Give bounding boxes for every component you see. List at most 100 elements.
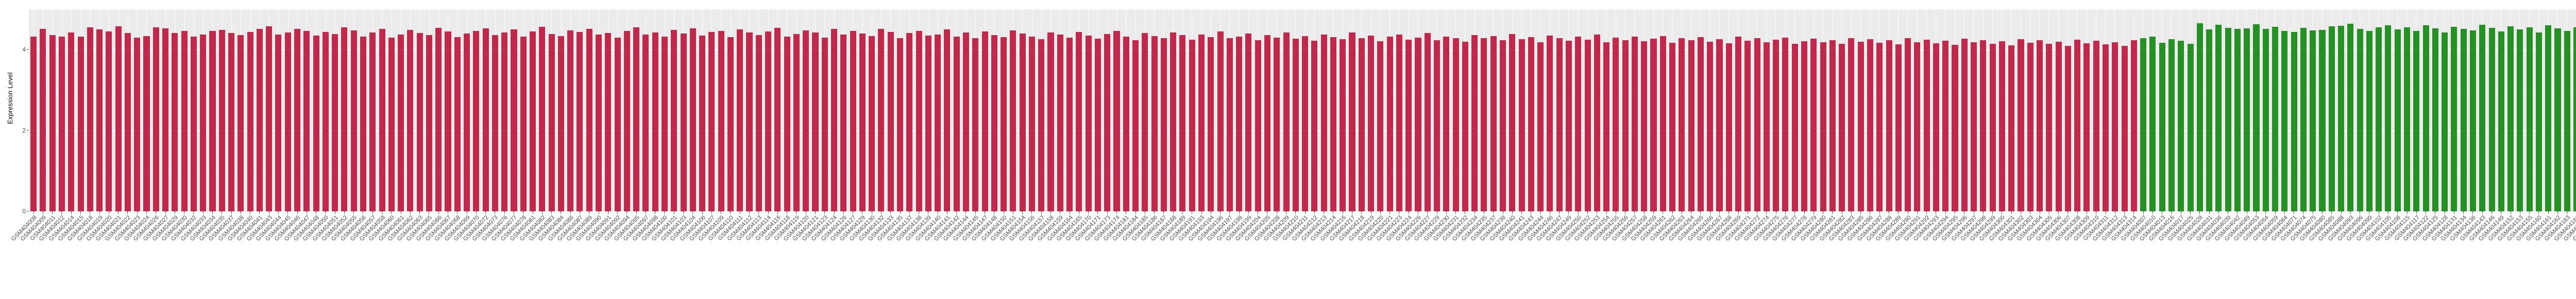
x-tick-mark-cell: [933, 211, 942, 214]
bar: [1791, 43, 1798, 211]
x-tick-mark-cell: [1564, 211, 1573, 214]
x-tick-mark-cell: [990, 211, 999, 214]
bar: [2281, 30, 2288, 211]
bar: [953, 37, 960, 211]
x-tick-mark-cell: [302, 211, 311, 214]
bar-cell: [858, 9, 867, 211]
bar: [2573, 27, 2576, 211]
bar-cell: [2007, 9, 2016, 211]
bar-cell: [1573, 9, 1583, 211]
bar-cell: [2016, 9, 2025, 211]
bar-cell: [537, 9, 547, 211]
x-tick-mark-cell: [1687, 211, 1696, 214]
x-tick-mark-cell: [2167, 211, 2176, 214]
bar-cell: [180, 9, 189, 211]
bar-cell: [1451, 9, 1460, 211]
x-tick-mark-cell: [38, 211, 47, 214]
x-tick-mark-cell: [1875, 211, 1884, 214]
bar: [680, 34, 687, 211]
x-tick-mark-cell: [1781, 211, 1790, 214]
x-tick-mark-cell: [1734, 211, 1743, 214]
x-tick-mark-cell: [1215, 211, 1225, 214]
bar: [68, 32, 75, 211]
bar: [1010, 30, 1016, 211]
bar-cell: [2261, 9, 2270, 211]
bar-cell: [1602, 9, 1611, 211]
x-tick-mark: [2557, 211, 2558, 214]
bar-cell: [151, 9, 161, 211]
bar-cell: [1404, 9, 1413, 211]
x-tick-mark-cell: [754, 211, 764, 214]
bar-cell: [1319, 9, 1329, 211]
bar-series: [29, 9, 2576, 211]
x-tick-mark: [1229, 211, 1230, 214]
x-tick-mark-cell: [2026, 211, 2035, 214]
bar-cell: [2402, 9, 2412, 211]
x-tick-mark-cell: [274, 211, 283, 214]
x-tick-mark-cell: [2412, 211, 2421, 214]
bar-cell: [1931, 9, 1941, 211]
bar-cell: [2525, 9, 2534, 211]
bar-cell: [1752, 9, 1761, 211]
x-tick-mark-cell: [2092, 211, 2101, 214]
x-tick-mark-cell: [2205, 211, 2214, 214]
x-tick-mark-cell: [1338, 211, 1347, 214]
bar: [2554, 28, 2561, 211]
bar-cell: [1734, 9, 1743, 211]
x-tick-mark: [391, 211, 392, 214]
x-tick-mark-cell: [1272, 211, 1281, 214]
bar: [1085, 35, 1092, 211]
x-tick-mark-cell: [500, 211, 509, 214]
bar-cell: [2393, 9, 2402, 211]
x-tick-mark-cell: [387, 211, 396, 214]
x-tick-mark: [1088, 211, 1089, 214]
bar: [1697, 37, 1704, 211]
bar: [2168, 39, 2175, 211]
x-tick-mark-cell: [2534, 211, 2544, 214]
x-tick-mark: [372, 211, 373, 214]
bar: [737, 29, 743, 211]
bar-cell: [707, 9, 716, 211]
x-tick-mark-cell: [2101, 211, 2110, 214]
bar-cell: [2317, 9, 2327, 211]
x-tick-mark-cell: [1056, 211, 1065, 214]
x-tick-mark-cell: [2129, 211, 2139, 214]
x-tick-mark: [2472, 211, 2473, 214]
x-tick-mark-cell: [1696, 211, 1705, 214]
bar: [2460, 29, 2467, 211]
bar: [1688, 40, 1694, 211]
bar: [718, 30, 724, 211]
bar-cell: [1621, 9, 1630, 211]
bar: [115, 26, 122, 211]
bar: [435, 28, 442, 211]
bar-cell: [1479, 9, 1488, 211]
x-tick-mark: [137, 211, 138, 214]
bar-cell: [1385, 9, 1395, 211]
bar-cell: [2251, 9, 2261, 211]
x-tick-mark-cell: [227, 211, 236, 214]
x-tick-mark-cell: [632, 211, 641, 214]
x-tick-mark: [758, 211, 759, 214]
bar-cell: [1583, 9, 1592, 211]
bar-cell: [1922, 9, 1931, 211]
bar: [134, 37, 141, 211]
x-tick-mark-cell: [349, 211, 359, 214]
x-tick-mark-cell: [1583, 211, 1592, 214]
x-tick-mark: [711, 211, 712, 214]
bar: [2535, 32, 2542, 211]
bar-cell: [2355, 9, 2364, 211]
bar: [1245, 34, 1252, 211]
x-tick-mark-cell: [2214, 211, 2223, 214]
x-tick-mark-cell: [792, 211, 801, 214]
x-tick-mark: [202, 211, 204, 214]
bar-cell: [1997, 9, 2007, 211]
bar-cell: [217, 9, 227, 211]
bar-cell: [76, 9, 85, 211]
bar: [2234, 28, 2241, 211]
bar-cell: [585, 9, 594, 211]
x-tick-mark-cell: [1065, 211, 1074, 214]
bar-cell: [66, 9, 76, 211]
x-tick-mark: [815, 211, 816, 214]
x-tick-mark-cell: [1093, 211, 1103, 214]
bar-cell: [1978, 9, 1988, 211]
